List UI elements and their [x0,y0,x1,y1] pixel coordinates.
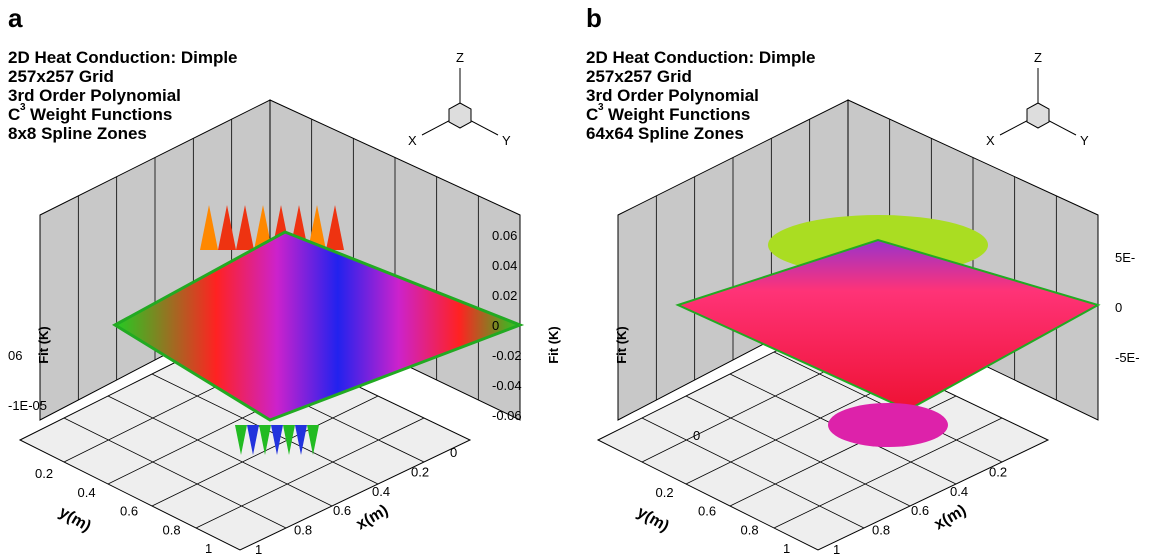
y-tick-label: 1 [783,541,790,556]
floor-grid-line [641,417,865,529]
annotation: Weight Functions [608,105,750,124]
z-tick-label: -1E-05 [8,398,47,413]
panel-label: b [586,3,602,33]
dimple [307,425,319,455]
triad-label: Z [1034,50,1042,65]
y-axis-label: y(m) [56,504,94,536]
z-tick-label: 0 [492,318,499,333]
floor [596,329,1050,551]
y-axis-label: y(m) [634,504,672,536]
annotation: 64x64 Spline Zones [586,124,744,143]
x-tick-label: 0.6 [333,503,351,518]
annotation-sup: 3 [20,102,26,113]
floor-grid-line [195,417,425,529]
y-tick-label: 0.6 [120,504,138,519]
y-tick-label: 0.4 [78,485,96,500]
annotation: Weight Functions [30,105,172,124]
triad-label: Y [1080,133,1089,148]
floor-grid-line [63,417,287,529]
z-tick-label: 0.02 [492,288,517,303]
x-axis-label: x(m) [932,502,970,534]
z-tick-label: 0 [693,428,700,443]
x-tick-label: 1 [255,542,262,557]
x-axis-label: x(m) [354,502,392,534]
floor-grid-line [773,417,1003,529]
z-tick-label: -5E- [1115,350,1140,365]
annotation: 2D Heat Conduction: Dimple [8,48,238,67]
annotation: 2D Heat Conduction: Dimple [586,48,816,67]
z-axis-label: Fit (K) [546,326,561,364]
x-tick-label: 0 [450,445,457,460]
floor-grid-line [685,395,911,507]
spike [218,205,236,250]
triad-label: X [986,133,995,148]
annotation-sup: 3 [598,102,604,113]
spike [326,205,344,250]
surface [675,238,1101,412]
y-tick-label: 1 [205,541,212,556]
z-axis-label: Fit (K) [36,326,51,364]
z-tick-label: 0.06 [492,228,517,243]
triad-cube [448,102,472,129]
y-tick-label: 0.2 [656,485,674,500]
z-tick-label: 0.04 [492,258,517,273]
z-tick-label: -0.06 [492,408,522,423]
x-tick-label: 0.2 [989,464,1007,479]
dimple [283,425,295,455]
y-tick-label: 0.6 [698,504,716,519]
z-tick-label: 06 [8,348,22,363]
x-tick-label: 0.4 [950,484,968,499]
z-tick-label: -0.02 [492,348,522,363]
floor-grid-line [107,395,333,507]
annotation: C [586,105,598,124]
x-tick-label: 0.4 [372,484,390,499]
x-tick-label: 0.8 [872,523,890,538]
x-tick-label: 0.2 [411,464,429,479]
y-tick-label: 0.8 [163,522,181,537]
annotation: C [8,105,20,124]
y-tick-label: 0.8 [741,522,759,537]
x-tick-label: 1 [833,542,840,557]
panel-label: a [8,3,23,33]
dimple [828,403,948,447]
z-tick-label: 0 [1115,300,1122,315]
annotation: 257x257 Grid [586,67,692,86]
z-tick-label: 5E- [1115,250,1135,265]
dimple [247,425,259,455]
surface [112,230,525,422]
triad-label: Y [502,133,511,148]
annotation: 3rd Order Polynomial [586,86,759,105]
x-tick-label: 0.8 [294,523,312,538]
annotation: 257x257 Grid [8,67,114,86]
dimple [259,425,271,455]
annotation: 8x8 Spline Zones [8,124,147,143]
dimple [235,425,247,455]
spike [236,205,254,250]
x-tick-label: 0.6 [911,503,929,518]
y-tick-label: 0.2 [35,466,53,481]
triad-label: X [408,133,417,148]
annotation: 3rd Order Polynomial [8,86,181,105]
z-tick-label: -0.04 [492,378,522,393]
spike [254,205,272,250]
dimple [295,425,307,455]
z-axis-label: Fit (K) [614,326,629,364]
spike [200,205,218,250]
floor [18,329,472,551]
triad-label: Z [456,50,464,65]
triad-cube [1026,102,1050,129]
spike [308,205,326,250]
dimple [271,425,283,455]
